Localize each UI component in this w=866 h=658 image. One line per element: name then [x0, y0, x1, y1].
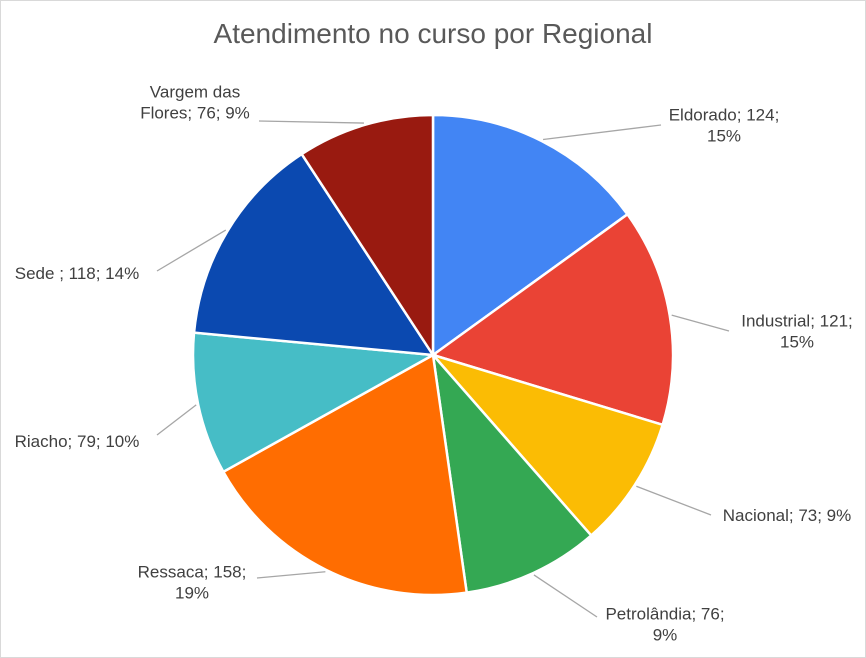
pie-slice-sede[interactable]: [192, 152, 436, 357]
pie-slice-petrolândia[interactable]: [431, 351, 593, 595]
leader-line: [156, 229, 227, 272]
leader-line: [636, 485, 712, 516]
leader-line: [258, 120, 364, 124]
pie-slice-ressaca[interactable]: [221, 353, 469, 597]
pie-slice-riacho[interactable]: [191, 331, 438, 474]
pie-slice-eldorado[interactable]: [431, 113, 630, 358]
chart-title: Atendimento no curso por Regional: [214, 18, 653, 49]
data-label-nacional: Nacional; 73; 9%: [723, 506, 852, 525]
leader-line: [671, 314, 730, 332]
data-label-ressaca: Ressaca; 158; 19%: [138, 563, 247, 603]
data-label-petrolândia: Petrolândia; 76; 9%: [605, 605, 724, 645]
leader-line: [156, 404, 197, 436]
data-label-vargem-das-flores: Vargem das Flores; 76; 9%: [140, 83, 250, 123]
data-label-sede: Sede ; 118; 14%: [15, 264, 139, 283]
data-label-riacho: Riacho; 79; 10%: [15, 432, 140, 451]
data-label-industrial: Industrial; 121; 15%: [741, 312, 853, 352]
data-label-eldorado: Eldorado; 124; 15%: [669, 106, 780, 146]
leader-line: [542, 124, 662, 141]
leader-line: [256, 571, 326, 579]
pie-slice-nacional[interactable]: [429, 352, 665, 538]
leader-line: [533, 574, 598, 618]
pie-slice-vargem-das-flores[interactable]: [299, 113, 435, 360]
